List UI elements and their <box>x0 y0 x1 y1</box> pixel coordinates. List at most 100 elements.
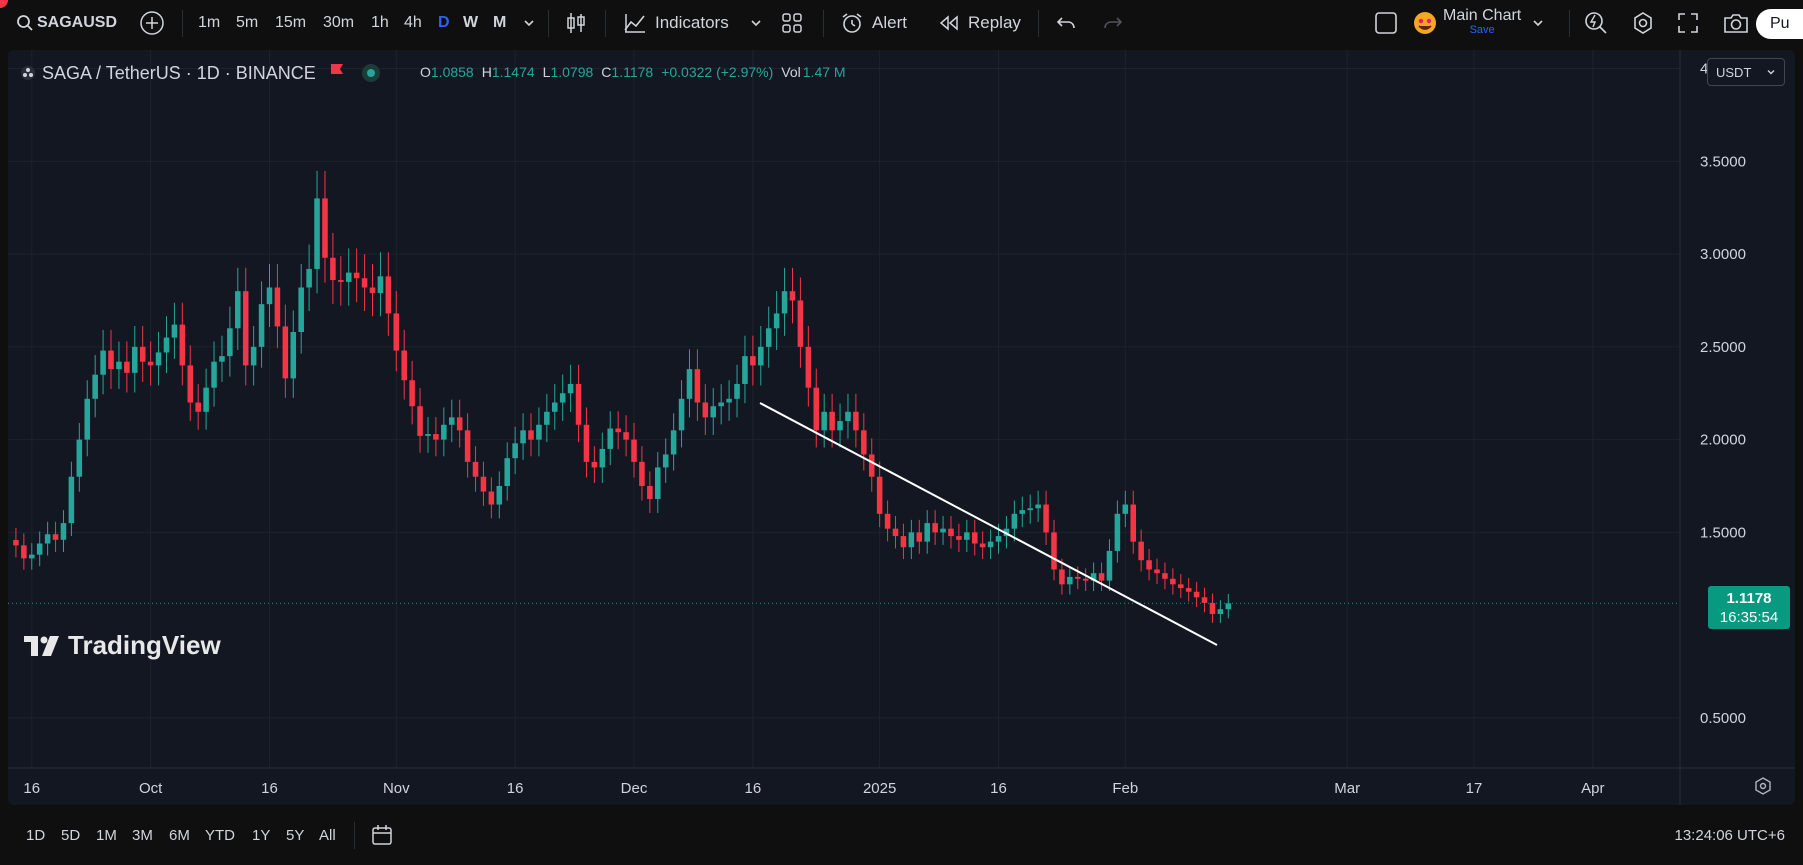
indicators-dropdown-button[interactable] <box>749 0 763 46</box>
candle-body <box>765 328 772 347</box>
price-tick-label: 1.5000 <box>1700 524 1746 541</box>
candle-body <box>250 346 257 366</box>
candle-body <box>979 543 986 548</box>
chart-type-button[interactable] <box>565 0 587 46</box>
time-axis[interactable]: 16 Oct 16 Nov 16 Dec 16 2025 16 Feb Mar 17 Apr <box>23 780 1604 797</box>
alert-button[interactable]: Alert <box>840 0 907 46</box>
interval-30m[interactable]: 30m <box>323 14 355 31</box>
candle-body <box>948 528 954 537</box>
trendline-drawing[interactable] <box>759 402 1218 646</box>
chart-pane[interactable]: 4.00003.50003.00002.50002.00001.50000.50… <box>8 50 1795 805</box>
candle-body <box>409 380 415 407</box>
candle-body <box>805 346 812 388</box>
candle-body <box>441 424 447 440</box>
layout-menu-button[interactable]: Main Chart Save <box>1413 0 1545 46</box>
candle-body <box>1193 591 1200 598</box>
interval-m[interactable]: M <box>493 14 507 31</box>
layouts-button[interactable] <box>781 0 803 46</box>
candle-body <box>330 257 336 281</box>
clock-timezone[interactable]: 13:24:06 UTC+6 <box>1674 826 1786 844</box>
candle-body <box>44 534 51 544</box>
indicators-button[interactable]: Indicators <box>623 0 729 46</box>
axis-settings-icon[interactable] <box>1755 777 1771 795</box>
candle-body <box>781 291 788 314</box>
candle-body <box>345 272 352 282</box>
candle-body <box>219 356 225 362</box>
range-5y[interactable]: 5Y <box>286 826 305 844</box>
compare-symbol-button[interactable] <box>139 0 165 46</box>
interval-dropdown-button[interactable] <box>522 0 536 46</box>
candle-body <box>750 356 756 366</box>
candle-body <box>52 534 59 540</box>
range-1m[interactable]: 1M <box>96 826 117 844</box>
replay-button[interactable]: Replay <box>938 0 1021 46</box>
candle-body <box>139 346 146 362</box>
candle-body <box>84 398 91 440</box>
candle-body <box>845 411 851 422</box>
chart-legend: SAGA / TetherUS · 1D · BINANCE <box>20 62 380 84</box>
interval-d[interactable]: D <box>438 14 450 31</box>
range-1d[interactable]: 1D <box>26 826 46 844</box>
low-label: L <box>542 64 551 80</box>
candle-body <box>884 513 891 529</box>
candle-body <box>155 352 162 366</box>
interval-1m[interactable]: 1m <box>198 14 221 31</box>
candle-body <box>76 439 83 477</box>
snapshot-button[interactable] <box>1722 0 1750 46</box>
candle-body <box>1170 578 1176 585</box>
chart-canvas[interactable]: 4.00003.50003.00002.50002.00001.50000.50… <box>8 50 1795 805</box>
symbol-search[interactable]: SAGAUSD <box>16 0 117 46</box>
brand-name: TradingView <box>68 630 221 660</box>
candle-body <box>306 268 312 288</box>
candle-body <box>662 454 669 468</box>
range-ytd[interactable]: YTD <box>205 826 235 844</box>
candle-body <box>813 387 820 431</box>
alarm-clock-icon <box>840 11 864 35</box>
go-to-date-button[interactable] <box>370 812 394 858</box>
candle-body <box>987 541 994 548</box>
interval-w[interactable]: W <box>463 14 479 31</box>
settings-button[interactable] <box>1631 0 1655 46</box>
add-circle-icon <box>139 10 165 36</box>
range-3m[interactable]: 3M <box>132 826 153 844</box>
candle-body <box>1043 504 1049 533</box>
time-tick-label: 16 <box>507 780 524 797</box>
candle-body <box>734 383 740 399</box>
tradingview-logo[interactable]: TradingView <box>24 630 221 661</box>
candle-body <box>528 430 534 440</box>
undo-button[interactable] <box>1055 0 1077 46</box>
fullscreen-toggle-button[interactable] <box>1374 0 1398 46</box>
alert-label: Alert <box>872 13 907 32</box>
range-5d[interactable]: 5D <box>61 826 81 844</box>
candle-body <box>68 476 75 524</box>
volume-label: Vol <box>781 64 801 80</box>
interval-5m[interactable]: 5m <box>236 14 259 31</box>
symbol-name: SAGAUSD <box>37 14 118 31</box>
candle-body <box>718 402 724 407</box>
interval-15m[interactable]: 15m <box>275 14 307 31</box>
candle-body <box>314 198 320 269</box>
candle-body <box>1217 609 1224 615</box>
candle-body <box>551 402 558 412</box>
chevron-down-icon <box>522 16 536 30</box>
candle-body <box>797 300 804 347</box>
currency-select[interactable]: USDT <box>1707 58 1785 86</box>
range-all[interactable]: All <box>319 826 336 844</box>
market-status-icon[interactable] <box>361 64 380 82</box>
price-tick-label: 3.0000 <box>1700 246 1746 263</box>
divider <box>548 10 549 37</box>
interval-1h[interactable]: 1h <box>371 14 389 31</box>
candle-body <box>36 543 43 555</box>
interval-4h[interactable]: 4h <box>404 14 422 31</box>
change-value: +0.0322 (+2.97%) <box>661 64 774 80</box>
candle-body <box>393 313 400 351</box>
quick-search-button[interactable] <box>1583 0 1609 46</box>
range-1y[interactable]: 1Y <box>252 826 271 844</box>
fullscreen-button[interactable] <box>1677 0 1699 46</box>
candle-body <box>647 485 653 499</box>
redo-button[interactable] <box>1102 0 1124 46</box>
publish-button[interactable]: Pu <box>1756 9 1803 39</box>
legend-title[interactable]: SAGA / TetherUS · 1D · BINANCE <box>42 62 316 83</box>
range-6m[interactable]: 6M <box>169 826 190 844</box>
candle-body <box>916 532 923 542</box>
